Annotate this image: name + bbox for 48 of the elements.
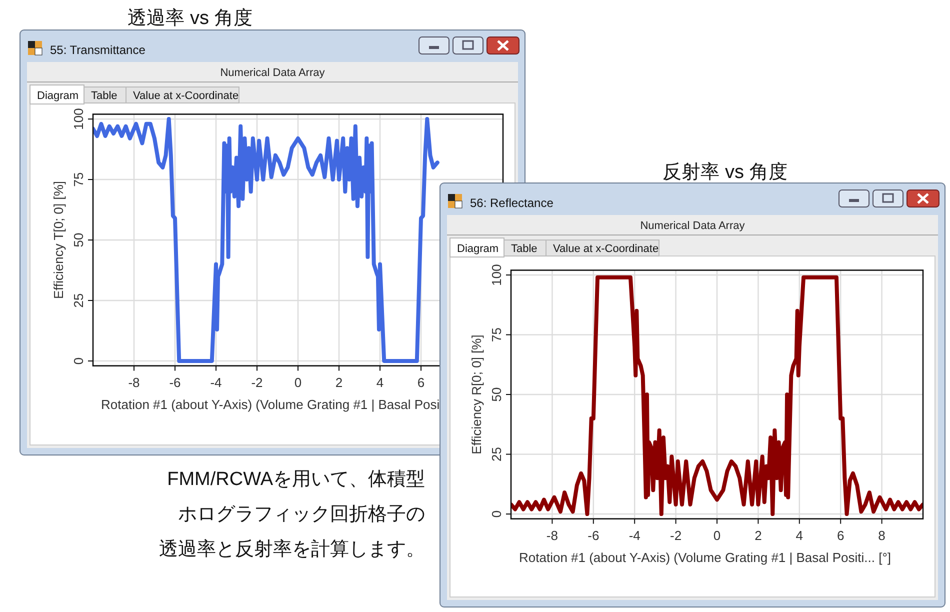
x-tick-label: 0 <box>713 528 721 543</box>
x-tick-label: 6 <box>836 528 844 543</box>
x-tick-label: -4 <box>628 528 640 543</box>
text: Value at x-Coordinate <box>133 90 239 102</box>
y-axis-title: Efficiency R[0; 0] [%] <box>469 334 484 454</box>
y-tick-label: 50 <box>71 232 86 248</box>
text: ホログラフィック回折格子の <box>178 504 425 525</box>
y-axis-title: Efficiency T[0; 0] [%] <box>51 180 66 300</box>
x-tick-label: 6 <box>417 374 425 390</box>
line-series <box>93 117 440 363</box>
x-axis-title: Rotation #1 (about Y-Axis) (Volume Grating #1 | Basal Posi <box>101 396 440 412</box>
x-tick-label: 2 <box>754 528 762 543</box>
chart-title: 反射率 vs 角度 <box>662 161 788 183</box>
x-tick-label: 0 <box>294 374 302 390</box>
chart-subtitle: 56: Reflectance <box>470 196 554 210</box>
y-tick-label: 100 <box>489 264 504 286</box>
y-tick-label: 25 <box>489 447 504 462</box>
text: 透過率と反射率を計算します。 <box>159 538 425 560</box>
y-tick-label: 0 <box>71 357 86 365</box>
x-tick-label: 4 <box>796 528 804 543</box>
y-tick-label: 75 <box>489 328 504 342</box>
x-axis-title: Rotation #1 (about Y-Axis) (Volume Grating #1 | Basal Positi... [°] <box>519 550 892 565</box>
x-tick-label: 4 <box>376 374 384 390</box>
y-tick-label: 25 <box>71 293 86 308</box>
text: Numerical Data Array <box>640 220 746 232</box>
annotation: Diagram <box>457 243 499 255</box>
y-tick-label: 100 <box>71 108 86 130</box>
x-tick-label: -6 <box>169 374 181 390</box>
line-series <box>511 275 923 516</box>
y-tick-label: 50 <box>489 387 504 402</box>
x-tick-label: -6 <box>588 528 600 543</box>
text: Table <box>91 90 118 102</box>
x-tick-label: -2 <box>670 528 682 543</box>
y-tick-label: 75 <box>71 172 86 187</box>
x-tick-label: -8 <box>128 374 140 390</box>
y-tick-label: 0 <box>489 510 504 518</box>
chart-title: 透過率 vs 角度 <box>128 7 252 29</box>
x-tick-label: -4 <box>210 374 222 390</box>
text: FMM/RCWAを用いて、体積型 <box>167 469 425 490</box>
chart-subtitle: 55: Transmittance <box>50 43 146 57</box>
text: Numerical Data Array <box>220 67 326 79</box>
x-tick-label: 2 <box>335 374 343 390</box>
text: Table <box>511 243 538 255</box>
x-tick-label: 8 <box>878 528 886 543</box>
x-tick-label: -2 <box>251 374 263 390</box>
text: Diagram <box>37 90 79 102</box>
text: Value at x-Coordinate <box>553 243 659 255</box>
x-tick-label: -8 <box>546 528 558 543</box>
